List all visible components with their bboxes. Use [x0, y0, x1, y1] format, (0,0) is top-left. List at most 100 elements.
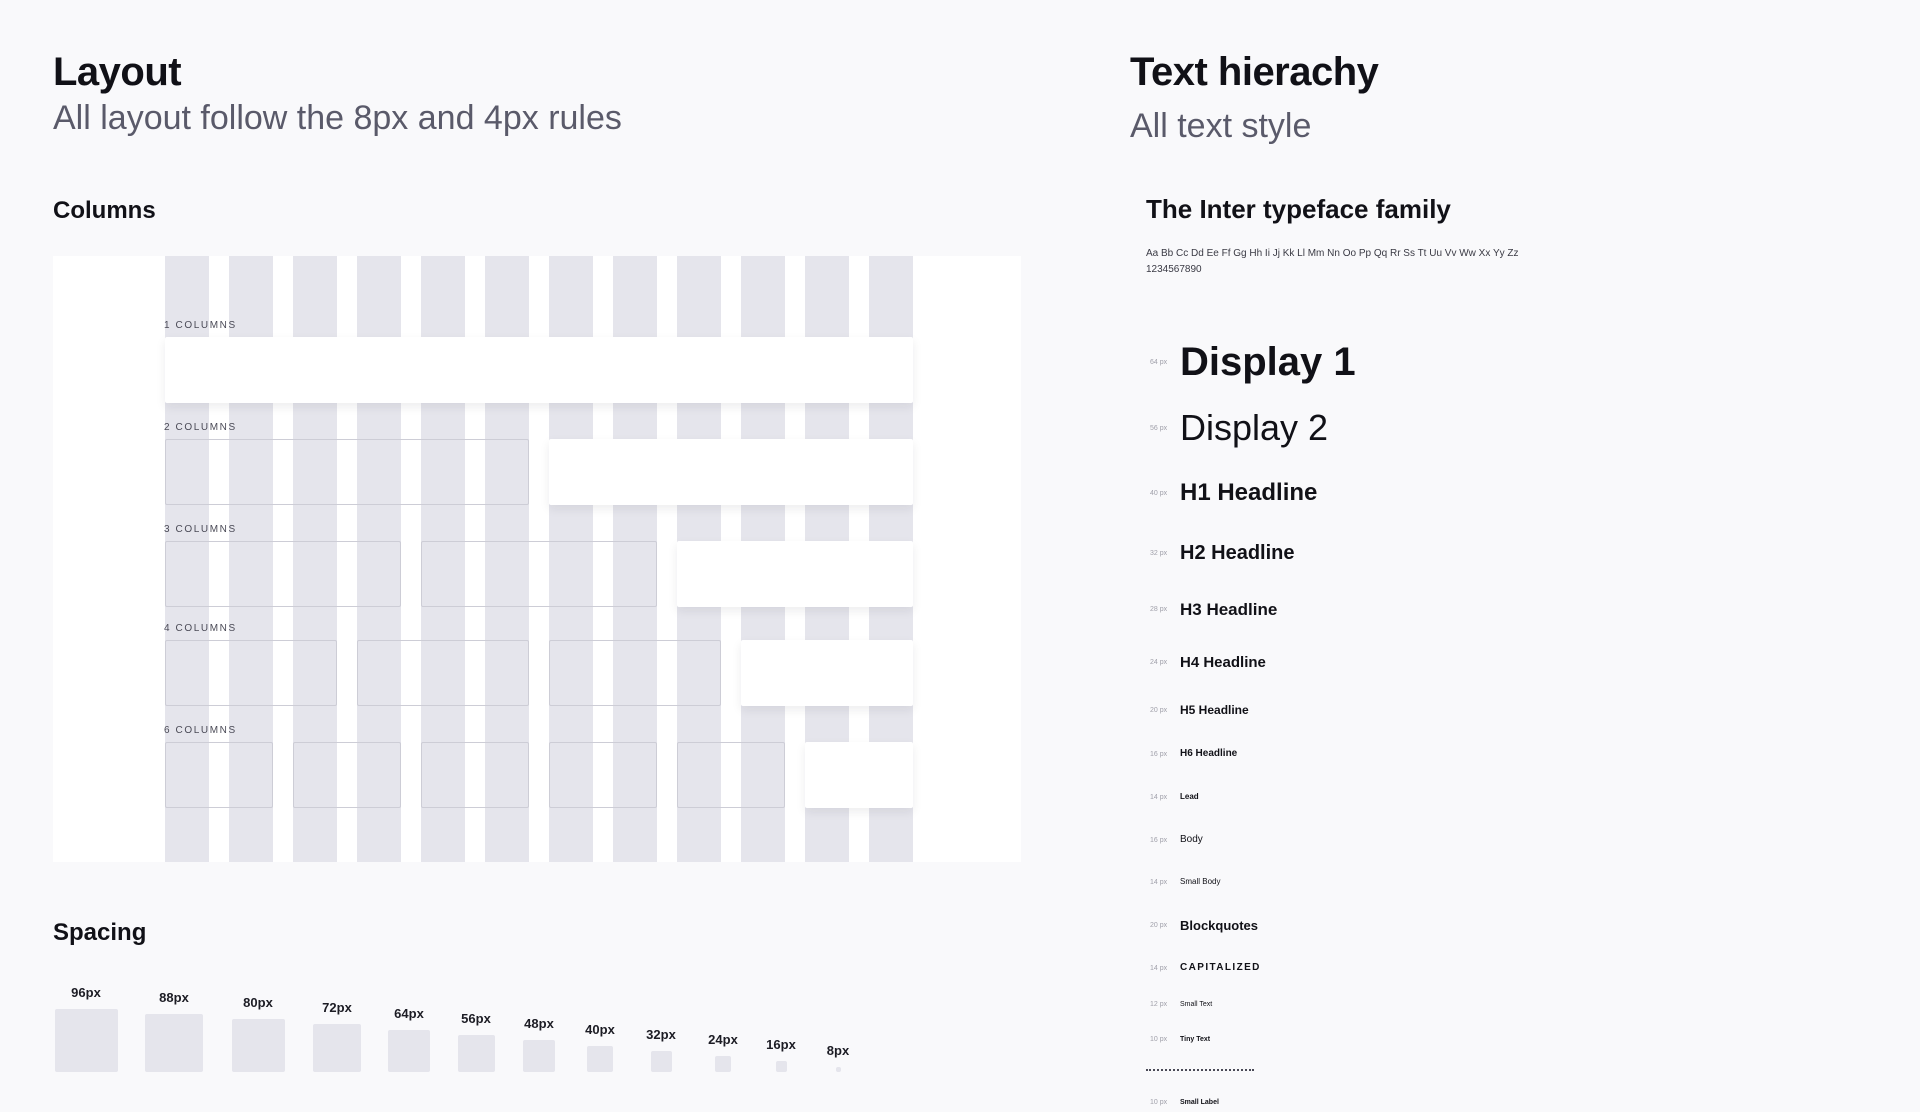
type-style-sample: H4 Headline	[1180, 653, 1266, 671]
spacing-swatch	[650, 1051, 672, 1072]
type-style-row: 16 px Body	[1150, 830, 1203, 850]
digits-line: 1234567890	[1146, 264, 1202, 275]
type-style-size: 14 px	[1150, 878, 1168, 886]
column-block-outline	[549, 742, 657, 808]
alphabet-sample: Aa Bb Cc Dd Ee Ff Gg Hh Ii Jj Kk Ll Mm N…	[1146, 246, 1566, 278]
type-style-row: 14 px CAPITALIZED	[1150, 958, 1261, 978]
columns-row-label: 2 COLUMNS	[164, 422, 237, 433]
columns-grid-panel: 1 COLUMNS 2 COLUMNS 3 COLUMNS 4 COLUMNS 6 CO…	[53, 256, 1021, 862]
spacing-label: 64px	[394, 1006, 424, 1021]
type-style-size: 20 px	[1150, 706, 1168, 714]
type-style-row: 64 px Display 1	[1150, 342, 1356, 382]
column-block-outline	[293, 742, 401, 808]
type-style-sample: Display 1	[1180, 340, 1356, 384]
type-style-row: 20 px Blockquotes	[1150, 915, 1258, 935]
type-style-size: 10 px	[1150, 1098, 1168, 1106]
divider	[1146, 1069, 1254, 1071]
column-block-highlight	[549, 439, 913, 505]
text-hierarchy-subtitle: All text style	[1130, 107, 1312, 145]
type-style-sample: H6 Headline	[1180, 748, 1238, 759]
type-style-sample: H2 Headline	[1180, 542, 1295, 564]
type-style-size: 10 px	[1150, 1035, 1168, 1043]
spacing-label: 8px	[826, 1043, 850, 1058]
layout-subtitle: All layout follow the 8px and 4px rules	[53, 99, 622, 137]
spacing-swatch	[835, 1067, 841, 1072]
spacing-swatch	[775, 1061, 787, 1072]
columns-row-label: 4 COLUMNS	[164, 623, 237, 634]
type-style-size: 14 px	[1150, 793, 1168, 801]
column-block-outline	[357, 640, 529, 706]
type-style-sample: Tiny Text	[1180, 1035, 1211, 1043]
spacing-heading: Spacing	[53, 919, 147, 946]
type-style-sample: Blockquotes	[1180, 917, 1259, 933]
spacing-swatch	[388, 1030, 430, 1072]
spacing-swatch	[145, 1014, 203, 1072]
type-style-sample: H3 Headline	[1180, 599, 1278, 619]
type-style-sample: Display 2	[1180, 407, 1329, 448]
column-block-highlight	[805, 742, 913, 808]
column-block-highlight	[741, 640, 913, 706]
type-style-sample: Small Text	[1180, 1000, 1213, 1008]
column-block-outline	[421, 541, 657, 607]
typeface-title: The Inter typeface family	[1146, 194, 1451, 224]
spacing-swatch	[715, 1056, 731, 1072]
type-style-size: 16 px	[1150, 836, 1168, 844]
column-block-outline	[165, 742, 273, 808]
type-style-row: 24 px H4 Headline	[1150, 652, 1266, 672]
column-block-outline	[421, 742, 529, 808]
spacing-swatch	[231, 1019, 285, 1072]
spacing-label: 24px	[708, 1032, 738, 1047]
type-style-row: 10 px Small Label	[1150, 1092, 1219, 1112]
type-style-sample: H1 Headline	[1180, 479, 1318, 506]
column-block-outline	[549, 640, 721, 706]
type-style-row: 12 px Small Text	[1150, 994, 1212, 1014]
column-block-highlight	[165, 337, 913, 403]
spacing-label: 48px	[524, 1016, 554, 1031]
type-style-sample: Lead	[1180, 792, 1199, 801]
columns-row-label: 3 COLUMNS	[164, 524, 237, 535]
layout-title: Layout	[53, 50, 182, 94]
type-style-row: 20 px H5 Headline	[1150, 700, 1249, 720]
spacing-label: 16px	[766, 1037, 796, 1052]
column-block-outline	[165, 439, 529, 505]
type-style-size: 28 px	[1150, 605, 1168, 613]
type-style-sample: Small Body	[1180, 877, 1221, 886]
spacing-label: 32px	[646, 1027, 676, 1042]
spacing-label: 40px	[585, 1022, 615, 1037]
type-style-sample: CAPITALIZED	[1180, 962, 1261, 973]
column-block-outline	[165, 640, 337, 706]
spacing-swatch	[587, 1046, 613, 1072]
type-style-sample: Body	[1180, 834, 1203, 845]
spacing-swatch	[54, 1009, 118, 1072]
type-style-row: 56 px Display 2	[1150, 410, 1328, 446]
column-block-outline	[677, 742, 785, 808]
type-style-size: 56 px	[1150, 424, 1168, 432]
type-style-row: 10 px Tiny Text	[1150, 1029, 1210, 1049]
type-style-size: 20 px	[1150, 921, 1168, 929]
spacing-label: 88px	[159, 990, 189, 1005]
type-style-row: 16 px H6 Headline	[1150, 744, 1237, 764]
alphabet-line: Aa Bb Cc Dd Ee Ff Gg Hh Ii Jj Kk Ll Mm N…	[1146, 248, 1519, 259]
column-block-outline	[165, 541, 401, 607]
columns-row-label: 1 COLUMNS	[164, 320, 237, 331]
type-style-row: 32 px H2 Headline	[1150, 543, 1294, 563]
type-style-row: 14 px Small Body	[1150, 872, 1220, 892]
text-hierarchy-title: Text hierachy	[1130, 50, 1379, 94]
type-style-row: 28 px H3 Headline	[1150, 599, 1277, 619]
type-style-row: 14 px Lead	[1150, 787, 1199, 807]
type-style-size: 24 px	[1150, 658, 1168, 666]
type-style-row: 40 px H1 Headline	[1150, 479, 1318, 506]
columns-heading: Columns	[53, 197, 156, 224]
type-style-size: 16 px	[1150, 750, 1168, 758]
columns-row-label: 6 COLUMNS	[164, 725, 237, 736]
type-style-size: 12 px	[1150, 1000, 1168, 1008]
type-style-size: 32 px	[1150, 549, 1168, 557]
type-style-size: 64 px	[1150, 358, 1168, 366]
type-style-size: 14 px	[1150, 964, 1168, 972]
spacing-label: 96px	[71, 985, 101, 1000]
type-style-sample: H5 Headline	[1180, 703, 1249, 717]
spacing-label: 72px	[322, 1000, 352, 1015]
type-style-size: 40 px	[1150, 489, 1168, 497]
type-style-sample: Small Label	[1180, 1098, 1219, 1106]
spacing-label: 80px	[243, 995, 273, 1010]
